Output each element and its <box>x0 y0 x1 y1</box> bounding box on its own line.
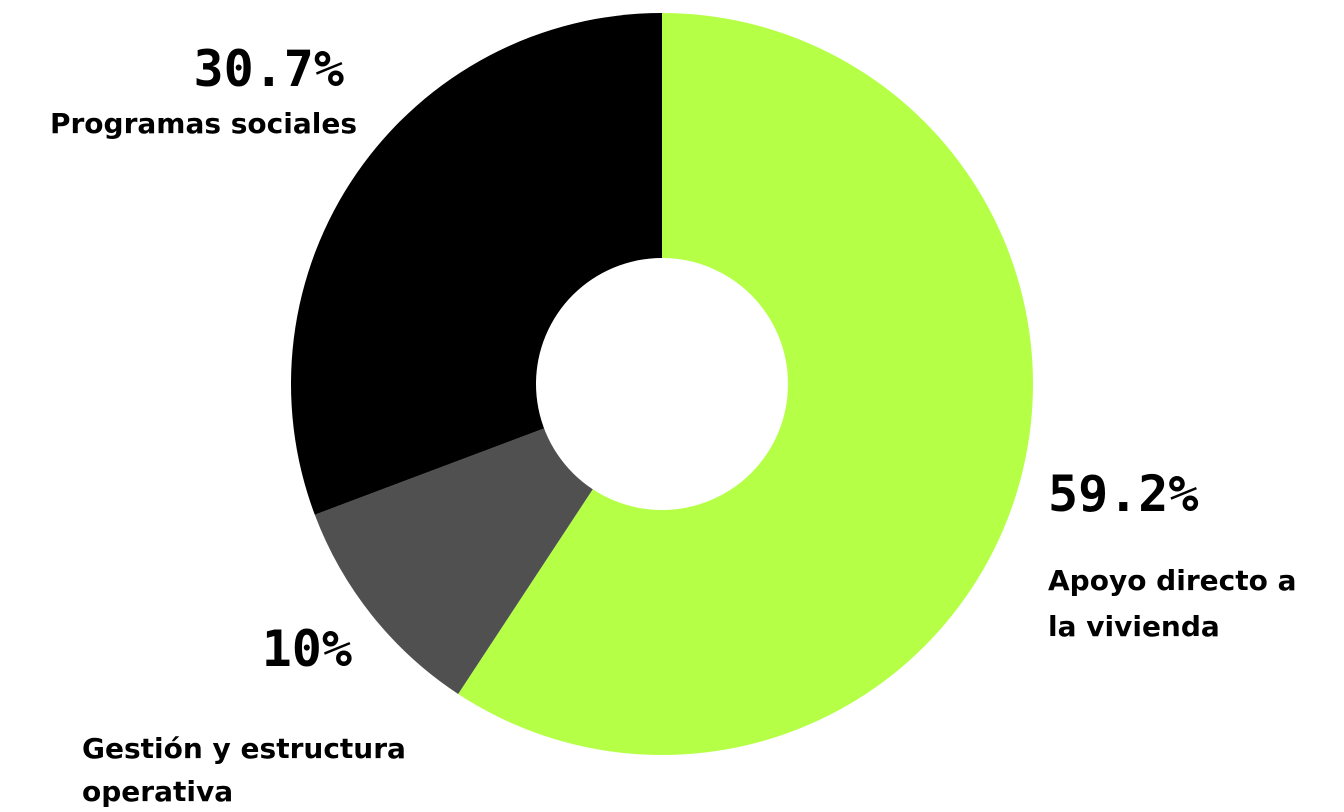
donut-hole <box>536 258 788 510</box>
slice-value-label-programas: 30.7% <box>193 40 344 98</box>
slice-label-programas: Programas sociales <box>50 107 357 140</box>
slice-label-gestion-line1: Gestión y estructura <box>82 732 406 765</box>
slice-label-apoyo-line2: la vivienda <box>1048 610 1220 643</box>
slice-value-label-gestion: 10% <box>262 620 352 678</box>
slice-label-gestion-line2: operativa <box>82 775 233 808</box>
slice-value-label-apoyo: 59.2% <box>1048 465 1199 523</box>
slice-label-apoyo-line1: Apoyo directo a <box>1048 564 1297 597</box>
